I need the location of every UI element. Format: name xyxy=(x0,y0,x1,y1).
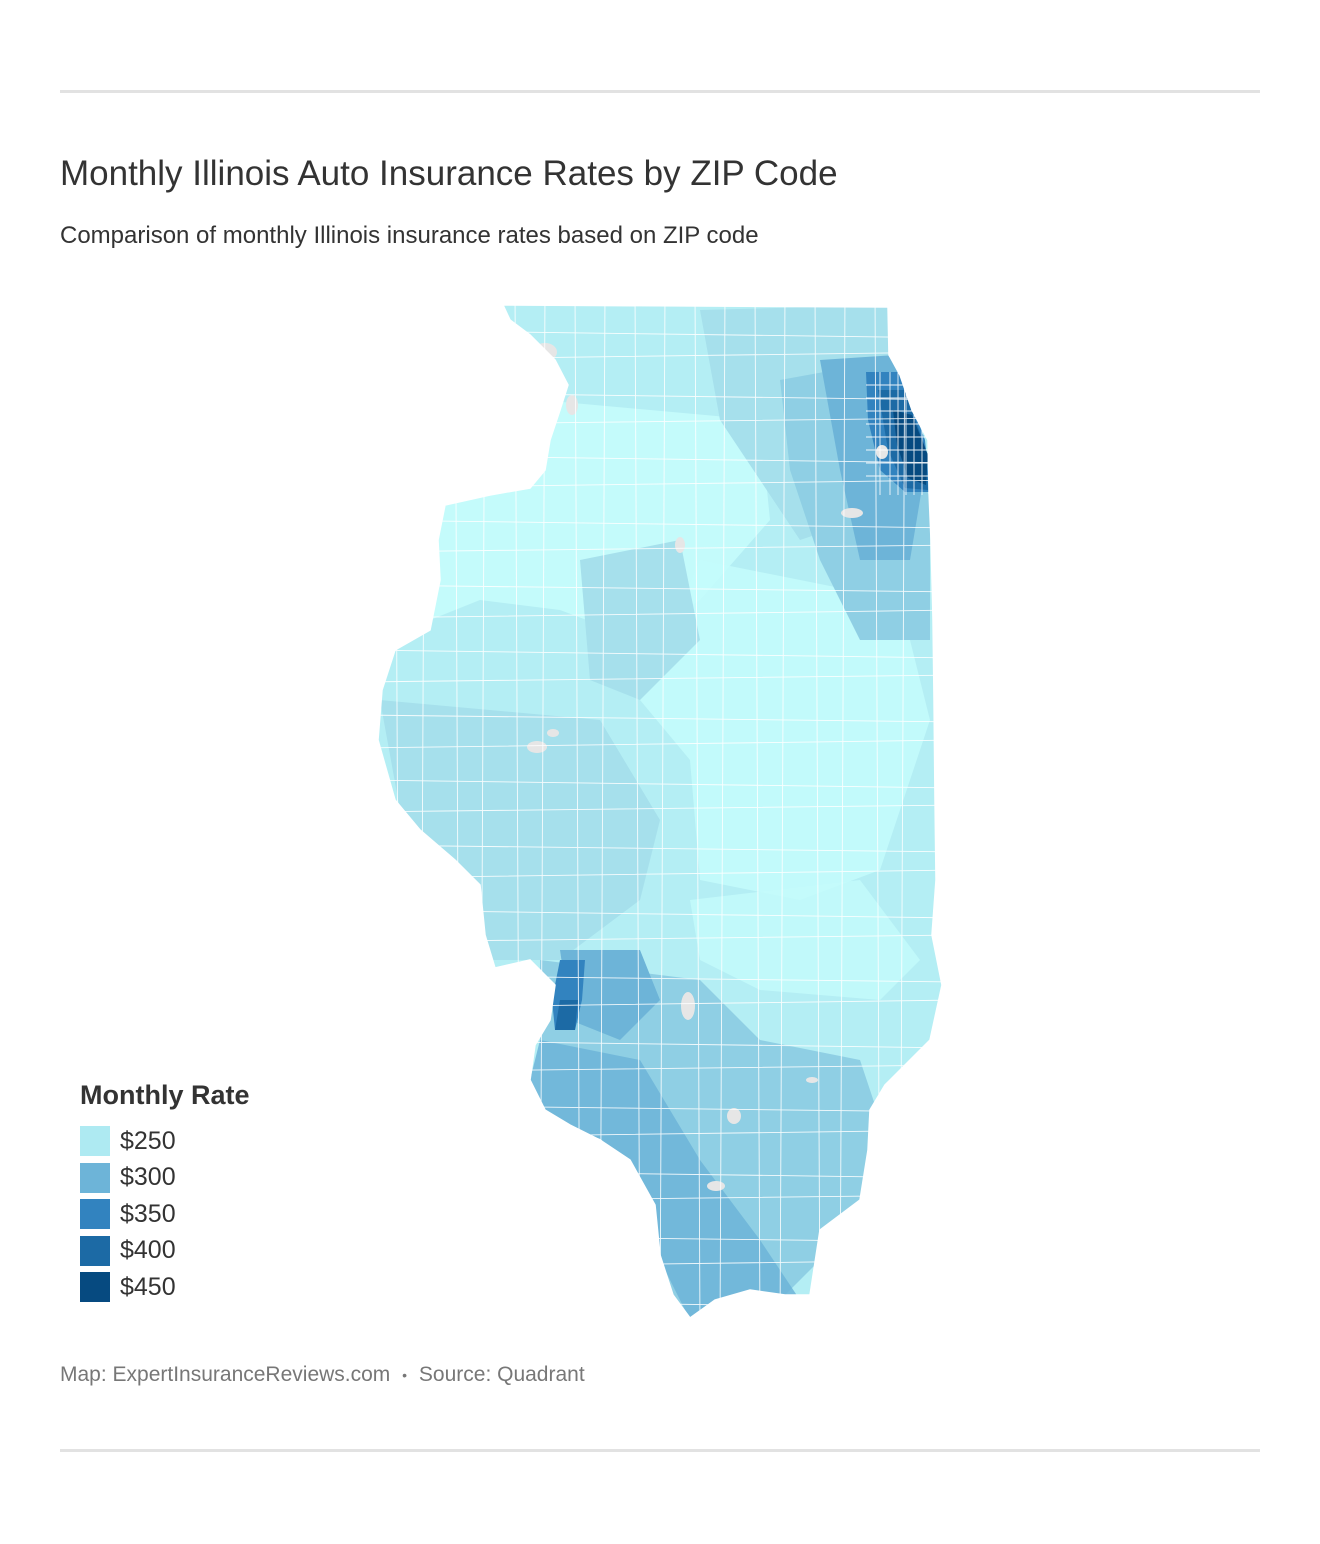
legend-item: $250 xyxy=(80,1123,250,1160)
legend-swatch xyxy=(80,1126,110,1157)
legend-label: $250 xyxy=(120,1126,176,1155)
source-footer: Map: ExpertInsuranceReviews.com • Source… xyxy=(60,1363,585,1387)
legend-label: $450 xyxy=(120,1272,176,1301)
top-divider xyxy=(60,90,1260,93)
legend-label: $350 xyxy=(120,1199,176,1228)
legend-swatch xyxy=(80,1272,110,1303)
map-legend: Monthly Rate $250 $300 $350 $400 $450 xyxy=(80,1080,250,1306)
legend-item: $300 xyxy=(80,1160,250,1197)
legend-swatch xyxy=(80,1162,110,1193)
page-title: Monthly Illinois Auto Insurance Rates by… xyxy=(60,154,838,193)
map-credit: Map: ExpertInsuranceReviews.com xyxy=(60,1363,391,1386)
page-subtitle: Comparison of monthly Illinois insurance… xyxy=(60,222,759,249)
separator-dot: • xyxy=(402,1367,408,1384)
legend-swatch xyxy=(80,1199,110,1230)
legend-label: $300 xyxy=(120,1163,176,1192)
legend-item: $450 xyxy=(80,1269,250,1306)
legend-title: Monthly Rate xyxy=(80,1080,250,1110)
bottom-divider xyxy=(60,1449,1260,1452)
data-source: Source: Quadrant xyxy=(418,1363,585,1386)
legend-item: $400 xyxy=(80,1233,250,1270)
legend-label: $400 xyxy=(120,1236,176,1265)
legend-item: $350 xyxy=(80,1196,250,1233)
legend-swatch xyxy=(80,1235,110,1266)
